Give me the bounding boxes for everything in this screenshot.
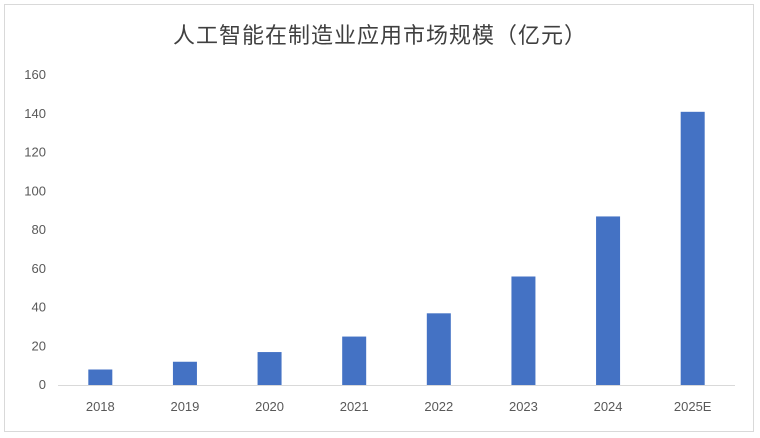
y-tick-label: 60 bbox=[32, 261, 46, 276]
bar-2020 bbox=[257, 352, 282, 385]
bar-2019 bbox=[172, 361, 197, 385]
bars bbox=[88, 111, 705, 385]
x-tick-label: 2025E bbox=[674, 399, 712, 414]
bar-2018 bbox=[88, 369, 113, 385]
y-tick-label: 100 bbox=[24, 183, 46, 198]
chart-title: 人工智能在制造业应用市场规模（亿元） bbox=[172, 24, 587, 49]
x-tick-label: 2018 bbox=[86, 399, 115, 414]
y-tick-label: 80 bbox=[32, 222, 46, 237]
x-tick-label: 2020 bbox=[255, 399, 284, 414]
chart-frame bbox=[4, 4, 754, 432]
x-tick-label: 2024 bbox=[594, 399, 623, 414]
y-tick-label: 20 bbox=[32, 338, 46, 353]
bar-2023 bbox=[511, 276, 536, 385]
bar-2025E bbox=[680, 111, 705, 385]
x-tick-label: 2019 bbox=[170, 399, 199, 414]
y-tick-label: 120 bbox=[24, 145, 46, 160]
x-tick-label: 2023 bbox=[509, 399, 538, 414]
x-axis: 2018 2019 2020 2021 2022 2023 2024 2025E bbox=[86, 399, 712, 414]
x-tick-label: 2021 bbox=[340, 399, 369, 414]
y-tick-label: 0 bbox=[39, 377, 46, 392]
y-tick-label: 160 bbox=[24, 67, 46, 82]
y-tick-label: 140 bbox=[24, 106, 46, 121]
x-tick-label: 2022 bbox=[424, 399, 453, 414]
y-axis: 0 20 40 60 80 100 120 140 160 bbox=[24, 67, 46, 392]
bar-2022 bbox=[426, 313, 451, 385]
bar-2021 bbox=[342, 336, 367, 385]
y-tick-label: 40 bbox=[32, 300, 46, 315]
bar-2024 bbox=[596, 216, 621, 385]
